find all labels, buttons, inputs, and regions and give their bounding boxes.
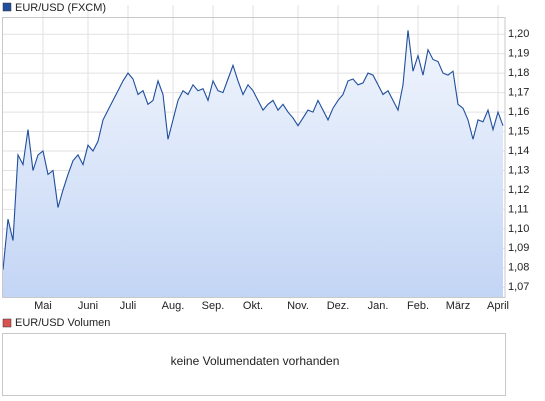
x-tick-label: Mai [34, 300, 52, 312]
y-tick-label: 1,08 [508, 262, 529, 274]
y-tick-label: 1,11 [508, 203, 529, 215]
y-tick-label: 1,07 [508, 281, 529, 293]
volume-message: keine Volumendaten vorhanden [171, 354, 340, 368]
line [2, 30, 504, 270]
x-tick-label: Dez. [327, 300, 350, 312]
x-tick-label: Aug. [162, 300, 185, 312]
frame [2, 17, 506, 298]
legend-swatch [2, 2, 12, 12]
x-tick-label: Jan. [368, 300, 389, 312]
area-fill [3, 30, 503, 298]
x-tick-label: März [446, 300, 470, 312]
y-tick-label: 1,20 [508, 28, 529, 40]
y-tick-label: 1,13 [508, 164, 529, 176]
y-tick-label: 1,14 [508, 145, 529, 157]
volume-frame [2, 333, 506, 396]
y-tick-label: 1,17 [508, 87, 529, 99]
x-tick-label: Sep. [202, 300, 225, 312]
y-tick-label: 1,12 [508, 184, 529, 196]
x-tick-label: Juni [78, 300, 98, 312]
x-tick-label: Nov. [287, 300, 309, 312]
y-tick-label: 1,19 [508, 48, 529, 60]
y-tick-label: 1,18 [508, 67, 529, 79]
volume-legend-label: EUR/USD Volumen [15, 317, 110, 329]
legend-label: EUR/USD (FXCM) [15, 2, 106, 14]
x-tick-label: Juli [120, 300, 137, 312]
y-tick-label: 1,09 [508, 242, 529, 254]
y-tick-label: 1,10 [508, 223, 529, 235]
y-tick-label: 1,15 [508, 125, 529, 137]
x-tick-label: Okt. [243, 300, 263, 312]
volume-legend-swatch [2, 318, 12, 328]
x-tick-label: April [487, 300, 509, 312]
y-tick-label: 1,16 [508, 106, 529, 118]
x-tick-label: Feb. [407, 300, 429, 312]
